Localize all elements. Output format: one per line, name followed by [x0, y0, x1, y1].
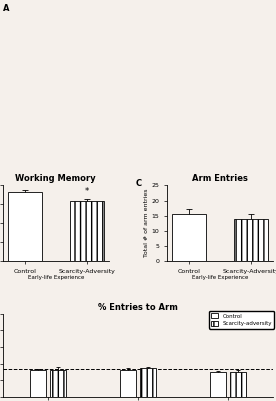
Bar: [172, 214, 206, 261]
Bar: [70, 201, 104, 261]
Bar: [120, 370, 136, 397]
Y-axis label: Total # of arm entries: Total # of arm entries: [144, 189, 149, 257]
Bar: [30, 371, 46, 397]
Text: C: C: [135, 179, 142, 188]
Title: Arm Entries: Arm Entries: [192, 174, 248, 183]
X-axis label: Early-life Experience: Early-life Experience: [28, 275, 84, 280]
Text: A: A: [3, 4, 9, 13]
Bar: [7, 192, 42, 261]
Title: Working Memory: Working Memory: [15, 174, 96, 183]
Bar: [230, 372, 246, 397]
Bar: [234, 219, 269, 261]
Legend: Control, Scarcity-adversity: Control, Scarcity-adversity: [209, 311, 274, 328]
Bar: [50, 370, 66, 397]
Title: % Entries to Arm: % Entries to Arm: [98, 303, 178, 312]
Text: *: *: [85, 187, 89, 196]
X-axis label: Early-life Experience: Early-life Experience: [192, 275, 248, 280]
Bar: [140, 368, 156, 397]
Bar: [210, 372, 226, 397]
